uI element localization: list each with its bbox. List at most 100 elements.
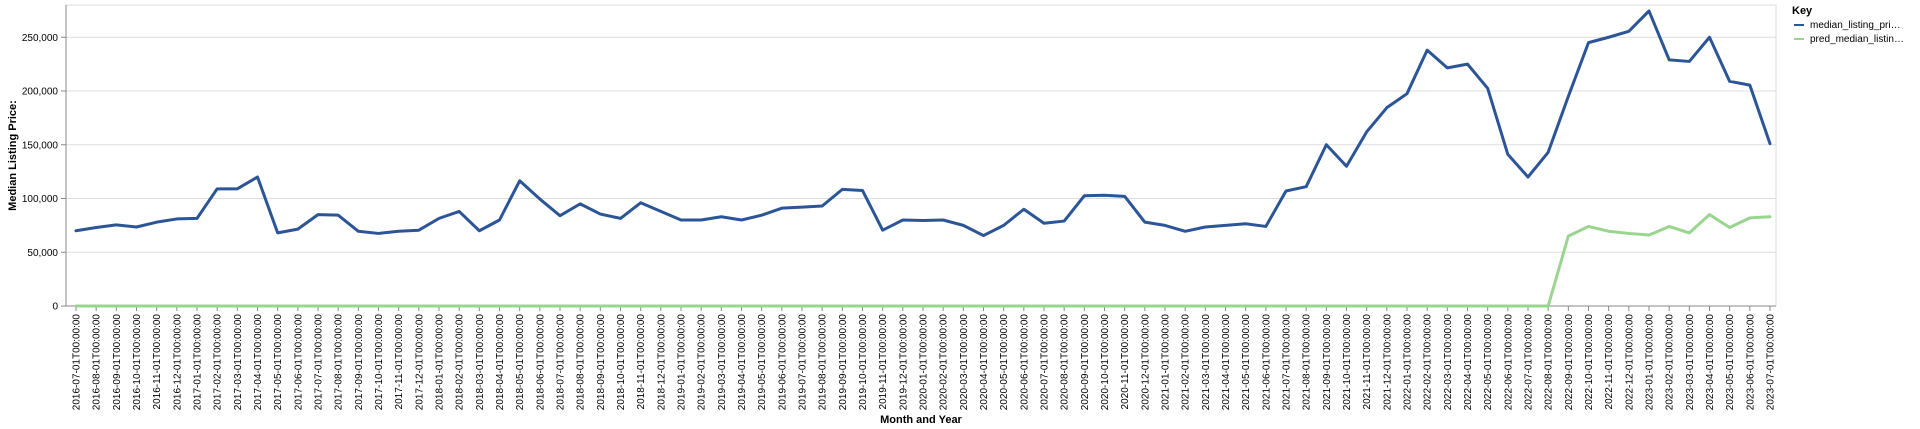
x-tick-label: 2018-09-01T00:00:00: [596, 314, 607, 411]
x-tick-label: 2023-06-01T00:00:00: [1745, 314, 1756, 411]
y-axis-title: Median Listing Price:: [7, 100, 19, 211]
x-tick-label: 2016-07-01T00:00:00: [72, 314, 83, 411]
legend-entry-0: median_listing_pri…: [1810, 20, 1901, 31]
x-tick-label: 2020-10-01T00:00:00: [1100, 314, 1111, 411]
x-tick-label: 2019-12-01T00:00:00: [898, 314, 909, 411]
y-tick-label: 50,000: [27, 248, 58, 259]
x-tick-label: 2020-01-01T00:00:00: [919, 314, 930, 411]
x-tick-label: 2017-05-01T00:00:00: [273, 314, 284, 411]
x-tick-label: 2017-04-01T00:00:00: [253, 314, 264, 411]
x-tick-label: 2016-12-01T00:00:00: [172, 314, 183, 411]
y-tick-label: 100,000: [22, 194, 59, 205]
y-axis: 0 50,000 100,000 150,000 200,000 250,000: [22, 5, 67, 313]
x-tick-label: 2018-03-01T00:00:00: [475, 314, 486, 411]
x-tick-label: 2019-05-01T00:00:00: [757, 314, 768, 411]
x-axis: 2016-07-01T00:00:00 2016-08-01T00:00:00 20…: [66, 305, 1777, 411]
x-axis-title: Month and Year: [880, 414, 962, 426]
x-tick-label: 2017-01-01T00:00:00: [193, 314, 204, 411]
x-tick-label: 2023-02-01T00:00:00: [1665, 314, 1676, 411]
x-tick-label: 2020-08-01T00:00:00: [1060, 314, 1071, 411]
series-line-0: [74, 9, 1772, 238]
x-tick-label: 2023-01-01T00:00:00: [1645, 314, 1656, 411]
x-tick-label: 2023-04-01T00:00:00: [1705, 314, 1716, 411]
x-tick-label: 2022-10-01T00:00:00: [1584, 314, 1595, 411]
x-tick-label: 2017-07-01T00:00:00: [314, 314, 325, 411]
x-tick-label: 2019-09-01T00:00:00: [838, 314, 849, 411]
x-tick-label: 2018-02-01T00:00:00: [455, 314, 466, 411]
x-tick-label: 2019-10-01T00:00:00: [858, 314, 869, 411]
x-tick-label: 2017-02-01T00:00:00: [213, 314, 224, 411]
x-tick-label: 2018-04-01T00:00:00: [495, 314, 506, 411]
x-tick-label: 2020-09-01T00:00:00: [1080, 314, 1091, 411]
x-tick-label: 2023-07-01T00:00:00: [1766, 314, 1777, 411]
x-tick-label: 2017-10-01T00:00:00: [374, 314, 385, 411]
x-tick-label: 2020-12-01T00:00:00: [1140, 314, 1151, 411]
x-tick-label: 2019-08-01T00:00:00: [818, 314, 829, 411]
y-tick-label: 0: [52, 302, 58, 313]
x-tick-label: 2017-03-01T00:00:00: [233, 314, 244, 411]
x-tick-label: 2018-05-01T00:00:00: [515, 314, 526, 411]
x-tick-label: 2017-12-01T00:00:00: [414, 314, 425, 411]
x-tick-label: 2019-11-01T00:00:00: [878, 314, 889, 410]
x-tick-label: 2021-12-01T00:00:00: [1382, 314, 1393, 411]
legend: Key median_listing_pri… pred_median_listi…: [1792, 5, 1904, 45]
x-tick-label: 2017-06-01T00:00:00: [293, 314, 304, 411]
x-tick-label: 2016-11-01T00:00:00: [152, 314, 163, 410]
x-tick-label: 2018-07-01T00:00:00: [556, 314, 567, 411]
x-tick-label: 2022-09-01T00:00:00: [1564, 314, 1575, 411]
x-tick-label: 2019-02-01T00:00:00: [697, 314, 708, 411]
x-tick-label: 2022-01-01T00:00:00: [1403, 314, 1414, 411]
x-tick-label: 2020-06-01T00:00:00: [1019, 314, 1030, 411]
x-tick-label: 2019-04-01T00:00:00: [737, 314, 748, 411]
x-tick-label: 2018-08-01T00:00:00: [576, 314, 587, 411]
x-tick-label: 2021-10-01T00:00:00: [1342, 314, 1353, 411]
x-tick-label: 2021-11-01T00:00:00: [1362, 314, 1373, 410]
x-tick-label: 2016-08-01T00:00:00: [92, 314, 103, 411]
x-tick-label: 2023-05-01T00:00:00: [1725, 314, 1736, 411]
y-tick-label: 150,000: [22, 140, 59, 151]
x-tick-label: 2020-07-01T00:00:00: [1040, 314, 1051, 411]
y-tick-label: 250,000: [22, 33, 59, 44]
x-tick-label: 2017-11-01T00:00:00: [394, 314, 405, 410]
x-tick-label: 2022-06-01T00:00:00: [1503, 314, 1514, 411]
x-tick-label: 2021-04-01T00:00:00: [1221, 314, 1232, 411]
x-tick-label: 2021-01-01T00:00:00: [1161, 314, 1172, 411]
plot-frame: [65, 4, 1777, 307]
legend-entry-1: pred_median_listin…: [1810, 34, 1904, 45]
x-tick-label: 2017-09-01T00:00:00: [354, 314, 365, 411]
x-tick-label: 2020-11-01T00:00:00: [1120, 314, 1131, 410]
x-tick-label: 2022-12-01T00:00:00: [1624, 314, 1635, 411]
x-tick-label: 2022-11-01T00:00:00: [1604, 314, 1615, 410]
x-tick-label: 2022-02-01T00:00:00: [1423, 314, 1434, 411]
x-tick-label: 2021-08-01T00:00:00: [1302, 314, 1313, 411]
x-tick-label: 2019-03-01T00:00:00: [717, 314, 728, 411]
x-tick-label: 2018-10-01T00:00:00: [616, 314, 627, 411]
x-tick-label: 2023-03-01T00:00:00: [1685, 314, 1696, 411]
x-tick-label: 2021-07-01T00:00:00: [1282, 314, 1293, 411]
x-tick-label: 2022-07-01T00:00:00: [1524, 314, 1535, 411]
x-tick-label: 2016-10-01T00:00:00: [132, 314, 143, 411]
series-layer: [74, 9, 1772, 308]
x-tick-label: 2022-03-01T00:00:00: [1443, 314, 1454, 411]
x-tick-label: 2022-04-01T00:00:00: [1463, 314, 1474, 411]
x-tick-label: 2020-05-01T00:00:00: [999, 314, 1010, 411]
x-tick-label: 2021-02-01T00:00:00: [1181, 314, 1192, 411]
x-tick-label: 2022-05-01T00:00:00: [1483, 314, 1494, 411]
x-tick-label: 2021-03-01T00:00:00: [1201, 314, 1212, 411]
y-tick-label: 200,000: [22, 87, 59, 98]
x-tick-label: 2018-11-01T00:00:00: [636, 314, 647, 410]
x-tick-label: 2021-06-01T00:00:00: [1261, 314, 1272, 411]
x-tick-label: 2020-02-01T00:00:00: [939, 314, 950, 411]
x-tick-label: 2022-08-01T00:00:00: [1544, 314, 1555, 411]
x-tick-label: 2018-06-01T00:00:00: [535, 314, 546, 411]
x-tick-label: 2019-07-01T00:00:00: [798, 314, 809, 411]
x-tick-label: 2021-05-01T00:00:00: [1241, 314, 1252, 411]
legend-title: Key: [1792, 5, 1813, 17]
x-tick-label: 2020-03-01T00:00:00: [959, 314, 970, 411]
x-tick-label: 2017-08-01T00:00:00: [334, 314, 345, 411]
series-line-1: [74, 213, 1772, 308]
x-tick-label: 2016-09-01T00:00:00: [112, 314, 123, 411]
gridlines: [65, 4, 1777, 307]
x-tick-label: 2020-04-01T00:00:00: [979, 314, 990, 411]
